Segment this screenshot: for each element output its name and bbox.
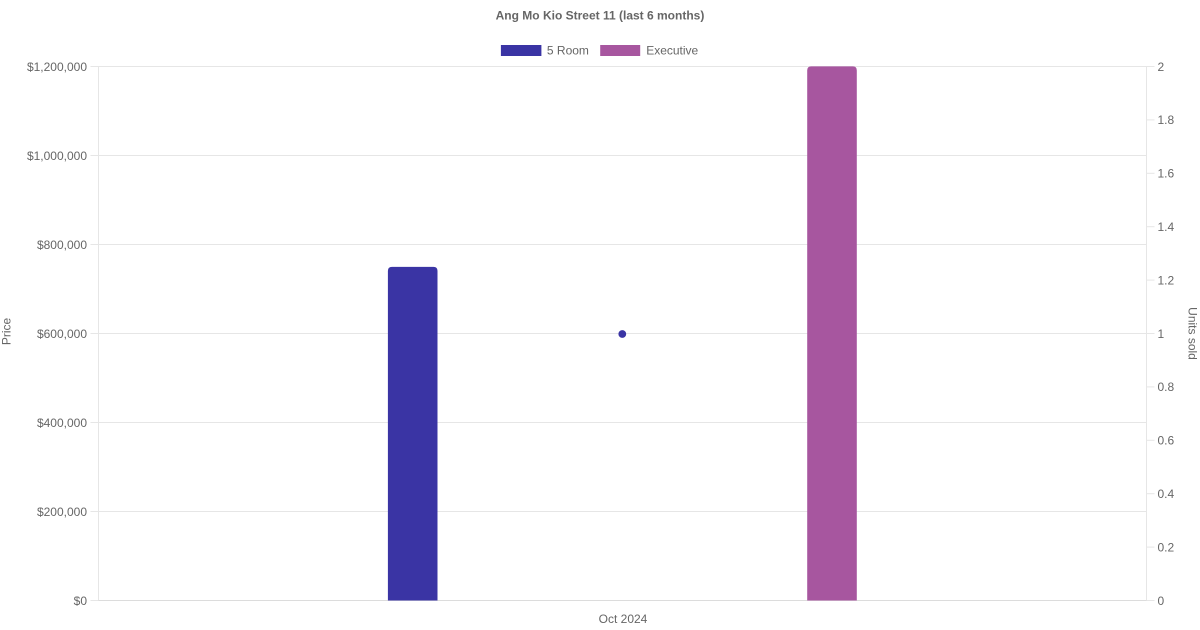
svg-text:0: 0 — [1158, 594, 1165, 608]
svg-text:0.8: 0.8 — [1158, 380, 1175, 394]
svg-text:Executive: Executive — [646, 43, 698, 57]
svg-text:5 Room: 5 Room — [547, 43, 589, 57]
svg-text:0.4: 0.4 — [1158, 487, 1175, 501]
svg-text:0.6: 0.6 — [1158, 434, 1175, 448]
svg-text:1.2: 1.2 — [1158, 273, 1175, 287]
svg-text:$200,000: $200,000 — [37, 505, 87, 519]
svg-text:1: 1 — [1158, 327, 1165, 341]
svg-text:1.8: 1.8 — [1158, 113, 1175, 127]
svg-text:$0: $0 — [74, 594, 88, 608]
svg-text:1.6: 1.6 — [1158, 167, 1175, 181]
svg-text:1.4: 1.4 — [1158, 220, 1175, 234]
svg-text:Units sold: Units sold — [1186, 307, 1200, 360]
svg-text:Ang Mo Kio Street 11 (last 6 m: Ang Mo Kio Street 11 (last 6 months) — [496, 9, 705, 23]
svg-text:Oct 2024: Oct 2024 — [599, 612, 648, 626]
svg-text:$600,000: $600,000 — [37, 327, 87, 341]
svg-text:$400,000: $400,000 — [37, 416, 87, 430]
svg-text:$800,000: $800,000 — [37, 238, 87, 252]
svg-text:2: 2 — [1158, 60, 1165, 74]
svg-text:$1,200,000: $1,200,000 — [27, 60, 87, 74]
svg-text:0.2: 0.2 — [1158, 540, 1175, 554]
svg-text:$1,000,000: $1,000,000 — [27, 149, 87, 163]
svg-text:Price: Price — [0, 318, 14, 346]
